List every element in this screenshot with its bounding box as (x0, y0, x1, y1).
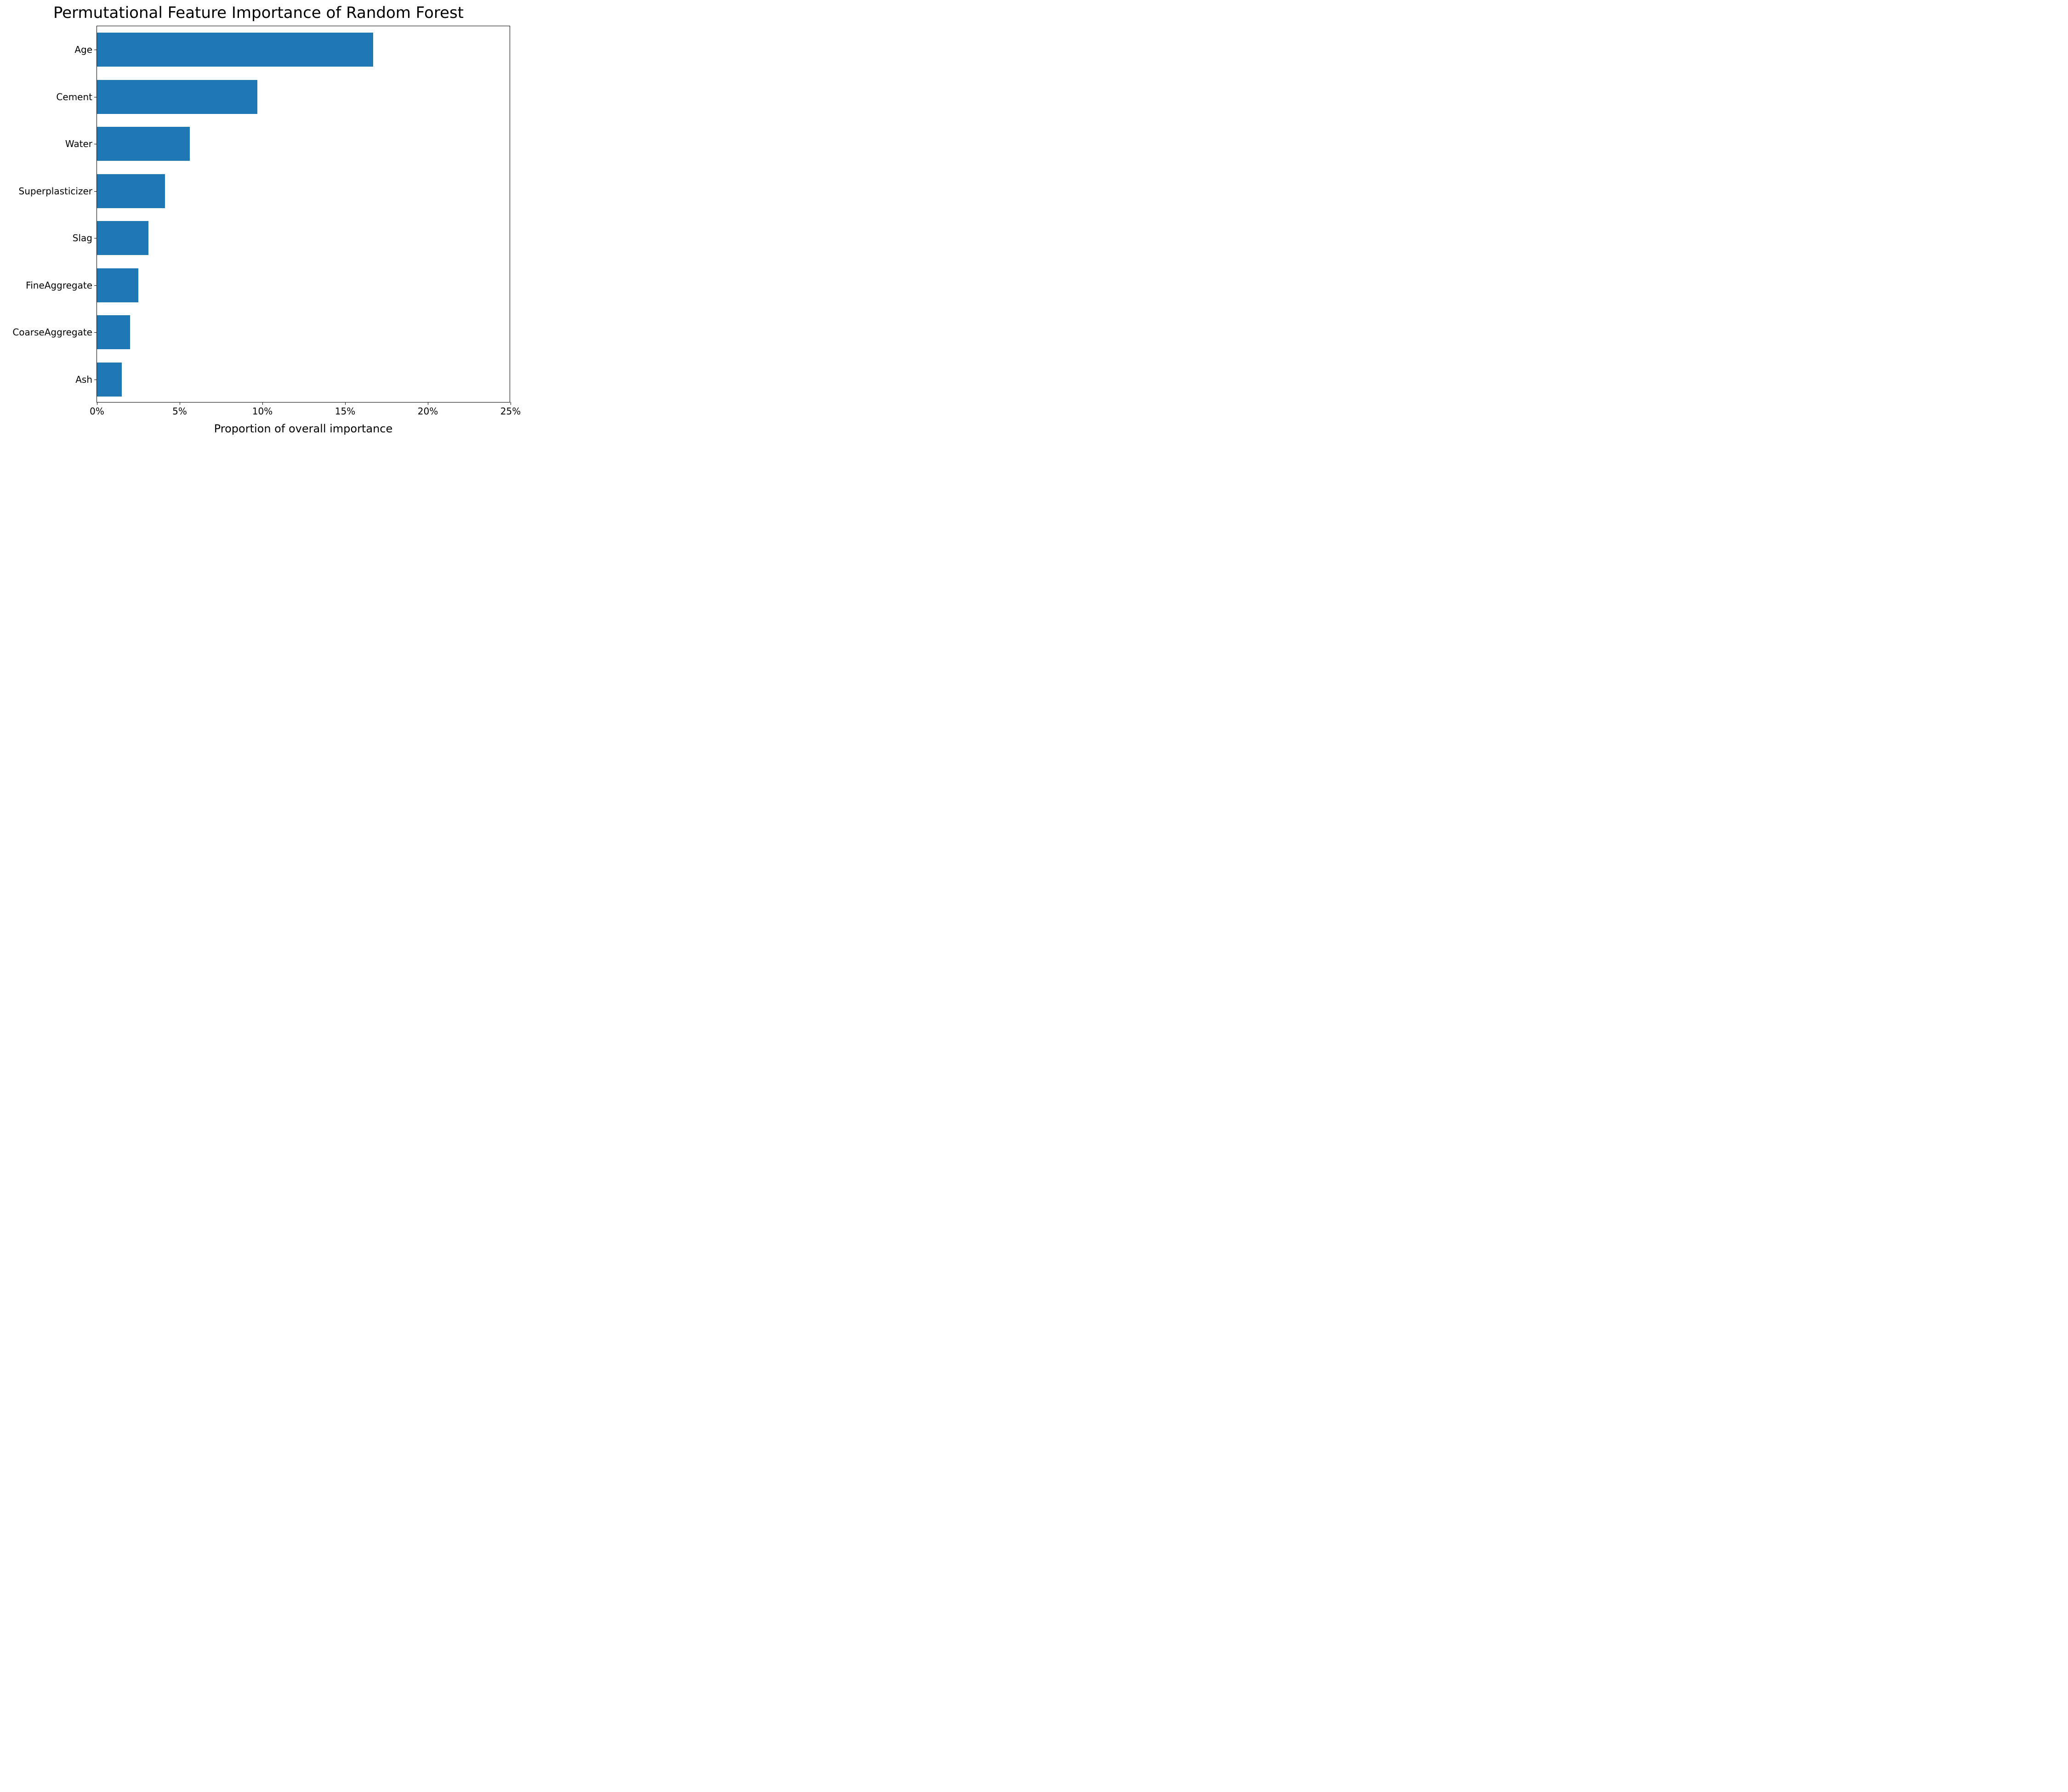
x-tick-label: 25% (500, 402, 521, 417)
x-tick-label: 15% (335, 402, 355, 417)
bar (97, 174, 165, 208)
bar (97, 221, 148, 255)
chart-title: Permutational Feature Importance of Rand… (0, 4, 517, 22)
y-tick-label: Slag (73, 233, 97, 244)
y-tick-label: FineAggregate (26, 280, 97, 291)
x-tick-label: 10% (252, 402, 273, 417)
bar (97, 127, 190, 161)
x-axis-label: Proportion of overall importance (97, 422, 510, 435)
y-tick-label: Ash (75, 374, 97, 385)
y-tick-label: Water (65, 138, 97, 149)
bar (97, 315, 130, 349)
bar (97, 268, 138, 302)
y-tick-label: Superplasticizer (19, 186, 97, 197)
bar (97, 80, 257, 114)
x-tick-label: 0% (90, 402, 104, 417)
y-tick-label: Cement (56, 91, 97, 102)
bar (97, 33, 373, 67)
y-tick-mark (94, 332, 97, 333)
bar (97, 363, 122, 397)
y-tick-mark (94, 191, 97, 192)
y-tick-label: Age (74, 44, 97, 55)
x-tick-label: 5% (172, 402, 187, 417)
y-tick-mark (94, 285, 97, 286)
chart-container: Permutational Feature Importance of Rand… (0, 0, 517, 448)
y-tick-label: CoarseAggregate (12, 327, 97, 338)
plot-area: Proportion of overall importance AgeCeme… (97, 26, 510, 403)
x-tick-label: 20% (418, 402, 438, 417)
